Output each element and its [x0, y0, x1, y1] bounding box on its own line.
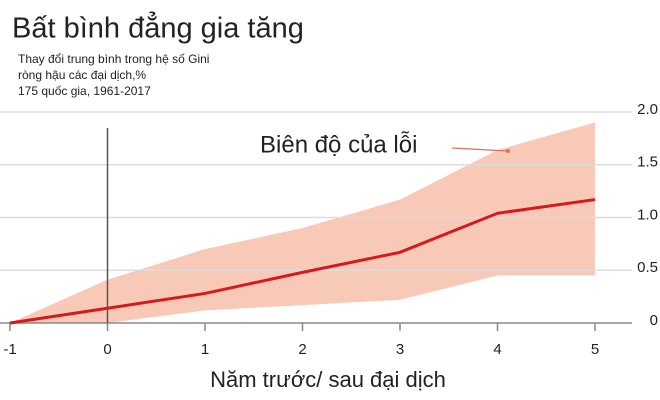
error-band	[10, 122, 595, 323]
subtitle: ròng hậu các đại dịch,%	[18, 68, 146, 82]
x-tick-label: 3	[396, 341, 404, 358]
x-tick-label: 1	[201, 341, 209, 358]
chart-title: Bất bình đẳng gia tăng	[12, 11, 304, 45]
y-tick-label: 0	[650, 312, 658, 329]
x-tick-label: 2	[298, 341, 306, 358]
data-line	[9, 198, 596, 325]
annotation-leader	[451, 147, 509, 152]
x-tick-label: -1	[3, 341, 16, 358]
y-tick-label: 1.5	[637, 154, 658, 171]
x-axis-label: Năm trước/ sau đại dịch	[210, 367, 446, 392]
y-tick-label: 2.0	[637, 101, 658, 118]
x-tick-label: 4	[493, 341, 501, 358]
y-tick-label: 0.5	[637, 259, 658, 276]
x-tick-label: 5	[591, 341, 599, 358]
annotation-dot	[506, 149, 510, 153]
subtitle: 175 quốc gia, 1961-2017	[18, 84, 151, 98]
y-tick-label: 1.0	[637, 206, 658, 223]
x-tick-label: 0	[103, 341, 111, 358]
band-annotation: Biên độ của lỗi	[260, 131, 417, 158]
subtitle: Thay đổi trung bình trong hệ số Gini	[18, 52, 209, 66]
